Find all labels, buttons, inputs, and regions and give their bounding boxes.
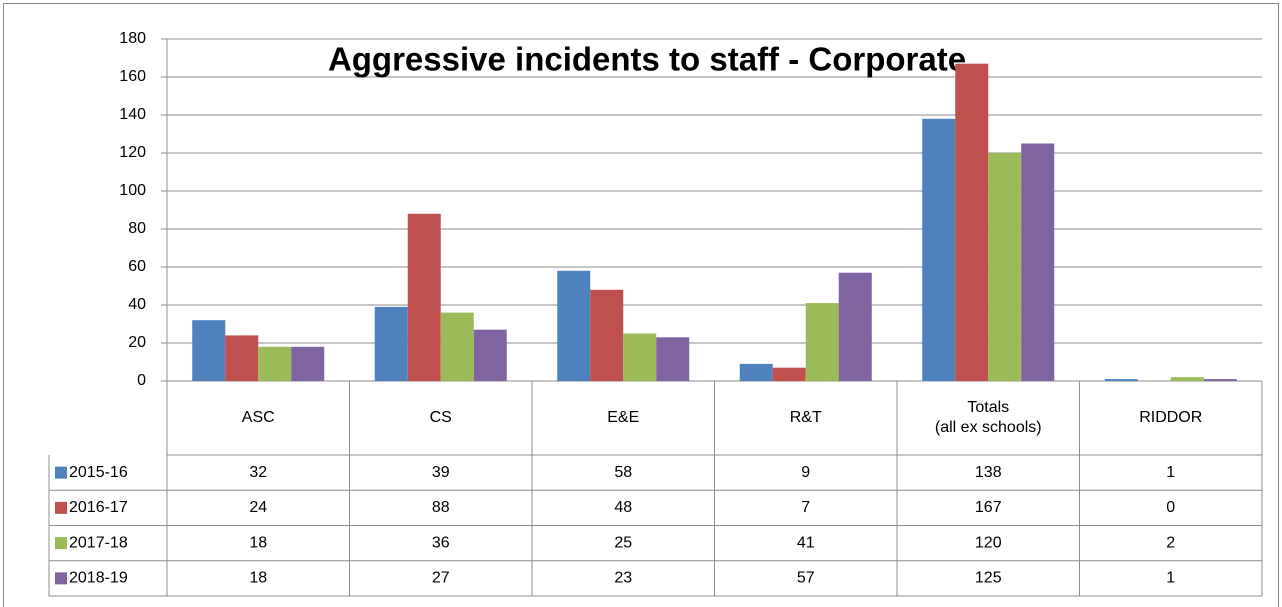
table-cell: 48 [614,499,632,516]
bar [988,153,1022,381]
table-cell: 18 [249,570,267,587]
bar [225,335,259,381]
x-tick-label: CS [430,409,452,426]
chart-title: Aggressive incidents to staff - Corporat… [328,41,966,78]
x-tick-label: Totals (all ex schools) [935,399,1042,436]
bar [805,303,839,381]
table-cell: 0 [1166,499,1175,516]
legend-key [55,501,67,514]
table-cell: 32 [249,464,267,481]
table-cell: 167 [975,499,1002,516]
legend-label: 2015-16 [69,464,128,481]
table-cell: 1 [1166,464,1175,481]
bar [772,367,806,381]
x-tick-label: RIDDOR [1139,409,1202,426]
x-tick-label: R&T [790,409,822,426]
bar [955,63,989,381]
table-cell: 2 [1166,534,1175,551]
y-tick-label: 0 [137,372,146,389]
bar [623,333,657,381]
bar [473,329,507,381]
chart-border [3,3,1279,607]
y-tick-label: 60 [128,258,146,275]
table-cell: 25 [614,534,632,551]
table-cell: 36 [432,534,450,551]
table-cell: 39 [432,464,450,481]
bar [192,320,226,381]
bar [374,306,408,381]
table-cell: 27 [432,570,450,587]
x-tick-label: ASC [242,409,275,426]
bar [922,118,956,382]
legend-key [55,466,67,479]
y-tick-label: 180 [119,30,146,47]
y-tick-label: 40 [128,296,146,313]
y-tick-label: 80 [128,220,146,237]
bar [1170,377,1204,381]
legend-key [55,572,67,585]
table-cell: 138 [975,464,1002,481]
legend-label: 2016-17 [69,499,128,516]
y-tick-label: 140 [119,106,146,123]
table-cell: 125 [975,570,1002,587]
bar [656,337,690,381]
table-cell: 120 [975,534,1002,551]
bar [1203,379,1237,381]
bar [1104,379,1138,381]
bar [1021,143,1055,381]
bar [838,272,872,381]
x-tick-label: E&E [607,409,639,426]
table-cell: 24 [249,499,267,516]
bar [258,346,292,381]
table-cell: 7 [801,499,810,516]
bar [590,289,624,381]
bar [739,363,773,381]
bar [407,213,441,381]
table-cell: 1 [1166,570,1175,587]
y-tick-label: 160 [119,68,146,85]
table-cell: 9 [801,464,810,481]
bar [291,346,325,381]
y-tick-label: 20 [128,334,146,351]
y-tick-label: 100 [119,182,146,199]
table-cell: 57 [797,570,815,587]
table-cell: 23 [614,570,632,587]
table-cell: 88 [432,499,450,516]
legend-label: 2017-18 [69,534,128,551]
table-cell: 41 [797,534,815,551]
legend-key [55,537,67,550]
bar [440,312,474,381]
table-cell: 58 [614,464,632,481]
legend-label: 2018-19 [69,570,128,587]
table-cell: 18 [249,534,267,551]
bar [557,270,591,381]
y-tick-label: 120 [119,144,146,161]
